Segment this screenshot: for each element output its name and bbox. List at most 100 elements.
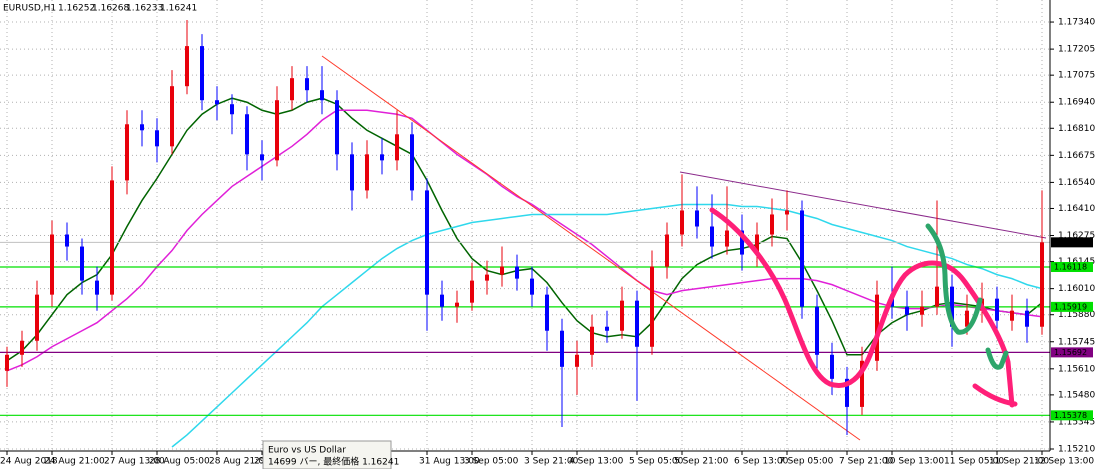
candle-body: [350, 154, 354, 191]
candle-body: [920, 306, 924, 315]
candle-body: [905, 306, 909, 315]
y-tick-label: 1.15745: [1058, 337, 1095, 347]
y-tick-label: 1.15345: [1058, 417, 1095, 427]
level-label: 1.15919: [1054, 302, 1087, 311]
x-tick-label: 3 Sep 21:00: [524, 457, 579, 467]
y-tick-label: 1.16940: [1058, 98, 1095, 108]
candle-body: [515, 266, 519, 279]
candle-body: [935, 286, 939, 307]
candle-body: [5, 354, 9, 371]
candle-body: [710, 226, 714, 247]
level-tag: [1051, 261, 1093, 272]
candle-body: [80, 246, 84, 281]
tooltip-info: 14699 バー, 最終価格 1.16241: [268, 456, 399, 468]
ohlc-value: 1.16252: [58, 4, 95, 14]
level-label: 1.16118: [1054, 262, 1087, 271]
x-tick-label: 12 Sep 13:00: [1034, 457, 1094, 467]
candle-body: [290, 78, 294, 101]
candle-body: [500, 266, 504, 275]
candle-body: [770, 214, 774, 235]
x-tick-label: 28 Aug 21:00: [209, 457, 270, 467]
candle-body: [260, 154, 264, 161]
candle-layer: [5, 20, 1044, 435]
level-tag: [1051, 301, 1093, 312]
last-price-label: 1.16241: [1054, 238, 1087, 247]
candle-body: [785, 210, 789, 215]
candle-body: [20, 340, 24, 355]
candle-body: [230, 104, 234, 115]
candle-body: [200, 46, 204, 101]
y-tick-label: 1.15880: [1058, 310, 1095, 320]
ohlc-value: 1.16241: [160, 4, 197, 14]
x-tick-label: 27 Aug 13:00: [104, 457, 165, 467]
candle-body: [845, 378, 849, 407]
candle-body: [755, 234, 759, 255]
candle-body: [815, 306, 819, 355]
trend-line: [321, 55, 861, 441]
candle-body: [830, 354, 834, 379]
moving-average: [6, 97, 1043, 362]
candle-body: [875, 294, 879, 361]
candle-body: [380, 154, 384, 161]
candle-body: [1040, 242, 1044, 327]
tooltip-title: Euro vs US Dollar: [268, 446, 346, 456]
candle-body: [680, 210, 684, 235]
candle-body: [725, 230, 729, 247]
candle-body: [605, 326, 609, 331]
candle-body: [1010, 310, 1014, 321]
x-tick-label: 24 Aug 2018: [0, 457, 58, 467]
x-tick-label: 4 Sep 13:00: [569, 457, 624, 467]
candle-body: [455, 302, 459, 307]
candle-body: [440, 294, 444, 307]
candle-body: [965, 310, 969, 327]
level-tag: [1051, 347, 1093, 358]
candle-body: [485, 274, 489, 281]
y-tick-label: 1.15480: [1058, 390, 1095, 400]
candle-body: [305, 78, 309, 91]
x-tick-label: 5 Sep 05:00: [629, 457, 684, 467]
candle-body: [125, 124, 129, 181]
tooltip-box: [262, 440, 392, 469]
y-tick-label: 1.15610: [1058, 364, 1095, 374]
x-tick-label: 3 Sep 05:00: [464, 457, 519, 467]
x-tick-label: 6 Sep 13:00: [734, 457, 789, 467]
y-tick-label: 1.15210: [1058, 444, 1095, 454]
candle-body: [245, 114, 249, 155]
freehand-annotation: [709, 207, 1018, 408]
candle-body: [545, 294, 549, 331]
last-price-tag: [1051, 237, 1093, 248]
candle-body: [395, 134, 399, 161]
x-tick-label: 7 Sep 05:00: [779, 457, 834, 467]
candle-body: [740, 230, 744, 255]
y-tick-label: 1.17205: [1058, 45, 1095, 55]
x-tick-label: 7 Sep 21:00: [839, 457, 894, 467]
candle-body: [35, 294, 39, 341]
candle-body: [275, 100, 279, 161]
y-tick-label: 1.17075: [1058, 71, 1095, 81]
candle-body: [425, 190, 429, 295]
candle-body: [95, 280, 99, 295]
x-tick-label: 10 Sep 13:00: [884, 457, 944, 467]
candle-body: [170, 86, 174, 147]
candle-body: [995, 298, 999, 321]
candle-body: [65, 234, 69, 247]
grid-layer: [0, 0, 1050, 451]
level-tag: [1051, 410, 1093, 421]
candle-body: [50, 234, 54, 295]
level-label: 1.15378: [1054, 411, 1087, 420]
y-tick-label: 1.17340: [1058, 18, 1095, 28]
x-tick-label: 5 Sep 21:00: [674, 457, 729, 467]
trend-line: [679, 171, 1047, 239]
ohlc-value: 1.16268: [92, 4, 129, 14]
candle-body: [140, 124, 144, 131]
tooltip: Euro vs US Dollar 14699 バー, 最終価格 1.16241: [262, 440, 399, 469]
price-axis: [1050, 0, 1116, 469]
x-tick-label: 11 Sep 21:00: [989, 457, 1049, 467]
candle-body: [650, 266, 654, 347]
candle-body: [365, 154, 369, 191]
level-layer: [0, 241, 1050, 416]
candle-body: [560, 330, 564, 367]
candle-body: [695, 210, 699, 227]
candle-body: [800, 210, 804, 307]
